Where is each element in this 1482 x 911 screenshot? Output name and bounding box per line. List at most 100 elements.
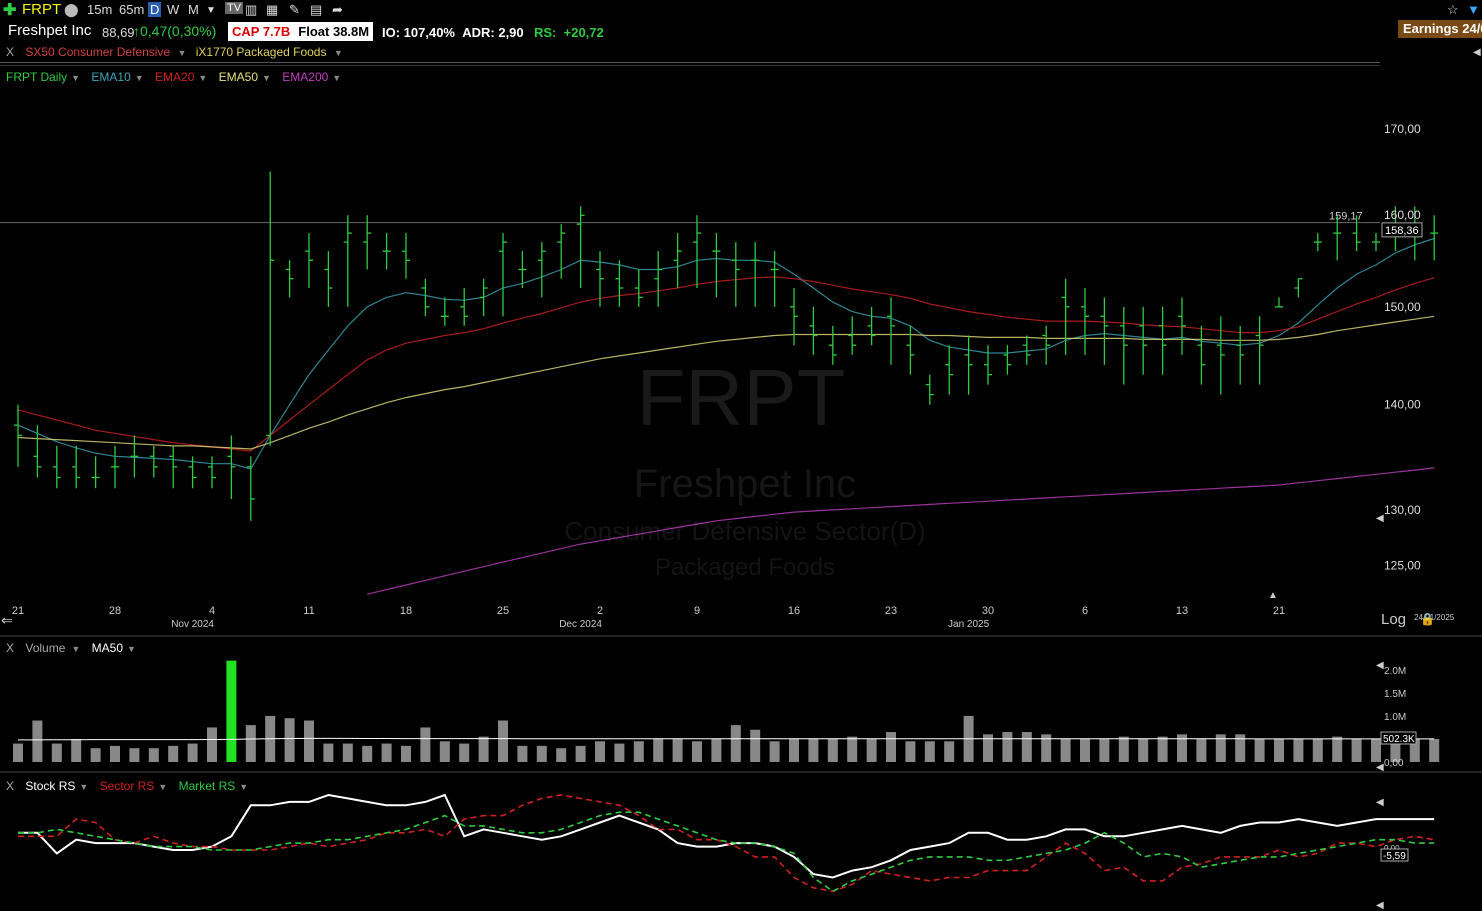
timeframe-65m[interactable]: 65m [119,2,145,17]
earnings-badge[interactable]: Earnings 24/0 [1398,20,1482,38]
legend-price[interactable]: FRPT Daily [6,70,68,84]
high-line-label: 159,17 [1329,211,1363,223]
symbol-input[interactable]: FRPT [22,1,62,18]
volume-bar [1021,732,1032,762]
calculator-icon[interactable]: ▦ [266,2,279,17]
timeframe-dropdown-icon[interactable]: ▼ [206,5,216,16]
timeframe-15m[interactable]: 15m [87,2,113,17]
chevron-down-icon[interactable]: ▼ [239,782,249,792]
sector-dropdown-icon[interactable]: ▼ [177,48,187,58]
chevron-down-icon[interactable]: ▼ [127,644,136,654]
price-bar [1352,215,1361,252]
panel-toggle-icon[interactable]: ▼ [1467,2,1480,17]
share-icon[interactable]: ➦ [332,2,343,17]
rs-legend: X Stock RS ▼ Sector RS ▼ Market RS ▼ [6,779,248,793]
legend-ema10[interactable]: EMA10 [91,70,131,84]
volume-bar [1215,734,1226,762]
close-group-button[interactable]: X [6,45,15,59]
chevron-down-icon[interactable]: ▼ [198,73,208,83]
ema-line-ema10 [17,237,1435,470]
chart-type-icon[interactable]: ▥ [245,2,258,17]
price-tick-label: 125,00 [1384,559,1421,573]
market-rs-label[interactable]: Market RS [178,779,236,793]
price-bar [770,251,779,307]
reset-zoom-icon[interactable]: ⇐ [1,612,13,628]
timeframe-weekly[interactable]: W [167,2,180,17]
last-price-box [1381,222,1423,238]
notes-icon[interactable]: ▤ [310,2,323,17]
tradingview-icon[interactable]: TV [225,2,244,14]
sector-rs-label[interactable]: Sector RS [99,779,155,793]
price-tick-label: 130,00 [1384,503,1421,517]
price-bar [867,306,876,346]
volume-bar [32,720,43,762]
ma50-label[interactable]: MA50 [91,641,124,655]
chevron-down-icon[interactable]: ▼ [71,73,81,83]
scroll-left-icon[interactable]: ◀ [1376,797,1384,808]
close-volume-button[interactable]: X [6,641,15,655]
price-bar [693,215,701,289]
stock-rs-label[interactable]: Stock RS [25,779,76,793]
scroll-left-icon[interactable]: ◀ [1376,762,1384,773]
sector-link[interactable]: SX50 Consumer Defensive [25,45,171,59]
volume-bar [362,745,373,762]
industry-link[interactable]: iX1770 Packaged Foods [195,45,327,59]
price-bar [1042,325,1051,365]
price-bar [906,325,915,375]
volume-bar [187,743,198,762]
scroll-left-icon[interactable]: ◀ [1376,900,1384,911]
volume-legend: X Volume ▼ MA50 ▼ [6,641,136,655]
price-bar [246,456,255,521]
month-label: Jan 2025 [948,619,990,630]
legend-ema200[interactable]: EMA200 [282,70,329,84]
price-bar [654,251,663,307]
camera-icon[interactable]: ⬤ [64,2,79,17]
ema-line-ema200 [367,467,1435,595]
timeframe-daily[interactable]: D [148,2,162,17]
price-change: ↑0,47(0,30%) [133,23,216,39]
timeframe-monthly[interactable]: M [188,2,199,17]
volume-bar [1196,738,1207,762]
volume-bar [905,741,916,762]
separator [0,62,1380,63]
volume-last-label: 502.3K [1383,734,1415,745]
volume-bar [924,741,935,762]
lock-icon[interactable]: 🔒 [1420,612,1435,626]
add-symbol-icon[interactable]: ✚ [3,2,17,19]
price-bar [925,374,934,405]
chevron-down-icon[interactable]: ▼ [158,782,168,792]
price-bar [111,445,119,489]
watermark-symbol: FRPT [637,353,846,442]
volume-label[interactable]: Volume [25,641,66,655]
price-bar [1236,325,1245,385]
up-arrow-icon: ↑ [133,23,140,39]
legend-ema50[interactable]: EMA50 [218,70,258,84]
chevron-down-icon[interactable]: ▼ [262,73,271,83]
scroll-up-icon[interactable]: ▲ [1268,590,1278,601]
date-tick-label: 18 [400,605,412,617]
legend-ema20[interactable]: EMA20 [155,70,195,84]
volume-bar [983,734,993,762]
chevron-down-icon[interactable]: ▼ [71,644,81,654]
institutional-ownership: IO: 107,40% ADR: 2,90 [382,25,524,40]
volume-bar [1254,738,1265,762]
chevron-down-icon[interactable]: ▼ [332,73,342,83]
star-icon[interactable]: ☆ [1447,2,1459,17]
price-bar [1081,288,1089,355]
volume-bar [129,748,140,762]
price-bar [1255,316,1264,385]
chevron-down-icon[interactable]: ▼ [134,73,144,83]
scroll-left-icon[interactable]: ◀ [1376,513,1384,524]
industry-dropdown-icon[interactable]: ▼ [333,48,343,58]
volume-bar [595,741,605,762]
price-bar [1333,215,1342,261]
expand-icon[interactable]: ◀ [1473,47,1481,58]
price-bar [208,456,216,489]
scroll-left-icon[interactable]: ◀ [1376,660,1384,671]
chevron-down-icon[interactable]: ▼ [79,782,89,792]
draw-pencil-icon[interactable]: ✎ [289,2,300,17]
date-tick-label: 28 [109,605,121,617]
price-bar [1022,335,1031,365]
close-rs-button[interactable]: X [6,779,15,793]
